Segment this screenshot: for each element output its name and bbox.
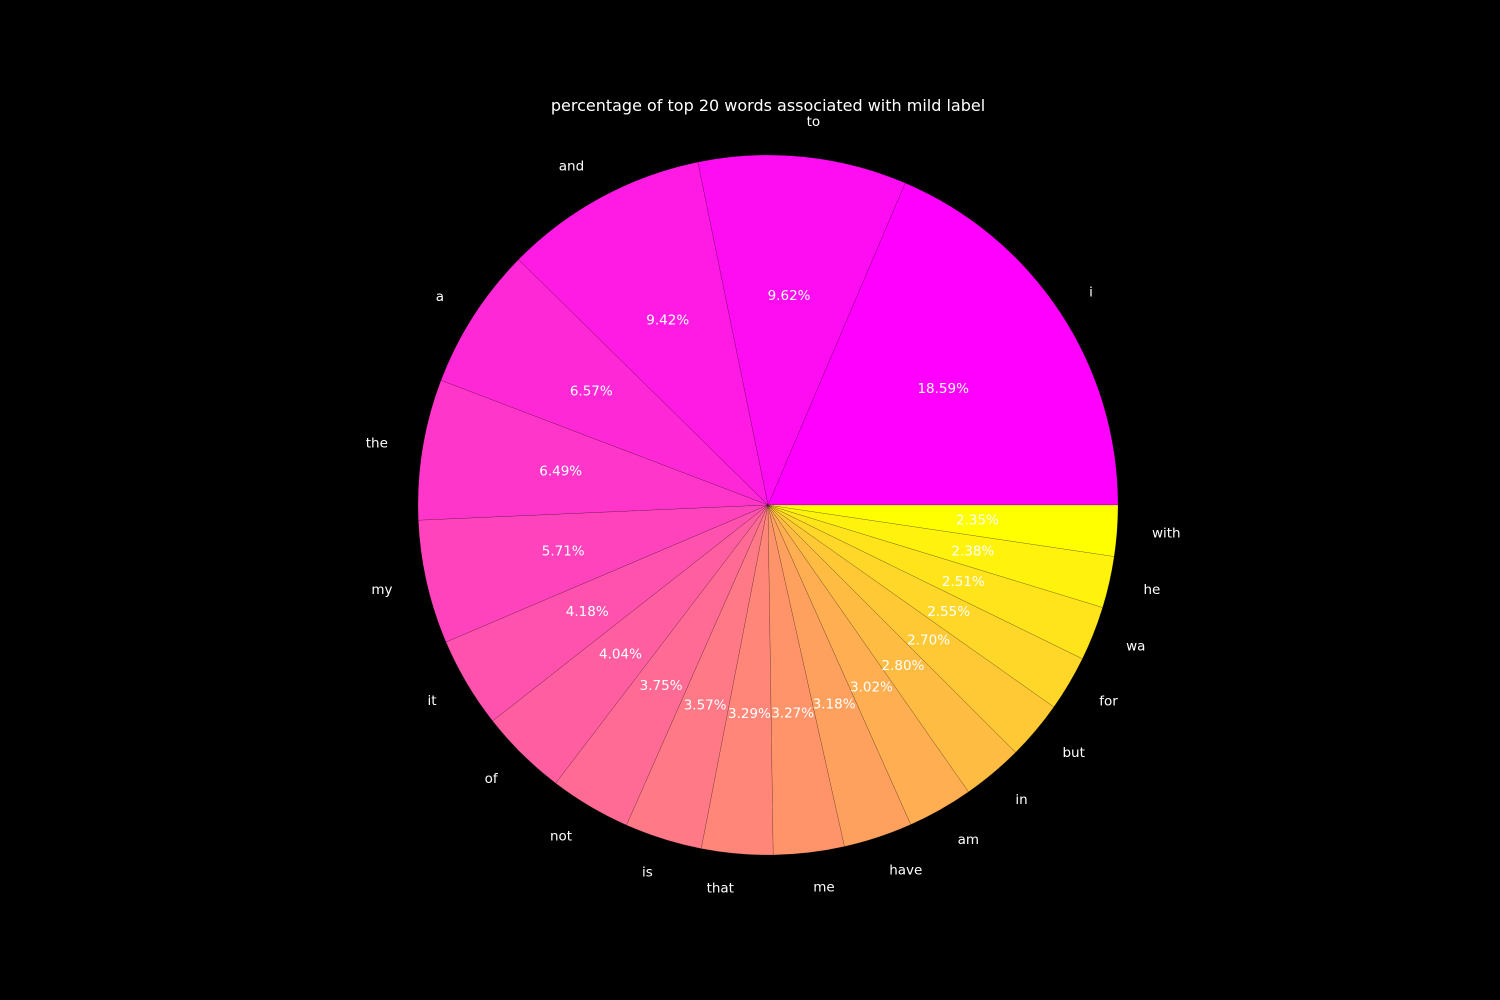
percent-label-am: 3.02% (850, 680, 893, 696)
percent-label-and: 9.42% (646, 312, 689, 328)
percent-label-for: 2.55% (927, 604, 970, 620)
percent-label-he: 2.38% (951, 543, 994, 559)
category-label-not: not (550, 828, 572, 844)
category-label-of: of (485, 771, 499, 787)
percent-label-to: 9.62% (768, 288, 811, 304)
category-label-i: i (1089, 285, 1093, 301)
percent-label-in: 2.80% (882, 658, 925, 674)
category-label-have: have (889, 862, 922, 878)
category-label-my: my (371, 582, 392, 598)
category-label-it: it (428, 693, 437, 709)
category-label-am: am (958, 832, 979, 848)
slice-i (767, 182, 1119, 506)
category-label-in: in (1015, 792, 1027, 808)
category-label-the: the (366, 436, 388, 452)
category-label-but: but (1062, 745, 1084, 761)
slice-and (518, 161, 769, 506)
category-label-with: with (1152, 525, 1181, 541)
chart-title: percentage of top 20 words associated wi… (551, 96, 985, 115)
category-label-he: he (1144, 582, 1161, 598)
percent-label-i: 18.59% (917, 381, 969, 397)
category-labels: i to and a the my it of not is that me have am in but fo… (366, 114, 1181, 897)
slice-to (697, 154, 906, 506)
percent-label-that: 3.29% (728, 706, 771, 722)
category-label-that: that (707, 880, 734, 896)
percent-label-me: 3.27% (771, 706, 814, 722)
slice-the (417, 380, 769, 521)
percent-label-but: 2.70% (907, 632, 950, 648)
slice-with (767, 504, 1119, 557)
percent-labels: 18.59% 9.62% 9.42% 6.57% 6.49% 5.71% 4.18% 4.04… (539, 288, 999, 722)
percent-label-have: 3.18% (813, 696, 856, 712)
percent-label-it: 4.18% (566, 604, 609, 620)
percent-label-a: 6.57% (570, 384, 613, 400)
category-label-is: is (642, 864, 653, 880)
category-label-a: a (436, 289, 444, 305)
slice-my (418, 504, 769, 643)
category-label-wa: wa (1126, 638, 1145, 654)
percent-label-with: 2.35% (956, 512, 999, 528)
category-label-for: for (1099, 693, 1118, 709)
percent-label-the: 6.49% (539, 463, 582, 479)
percent-label-is: 3.57% (684, 697, 727, 713)
slice-a (440, 259, 769, 506)
percent-label-of: 4.04% (599, 646, 642, 662)
percent-label-my: 5.71% (542, 543, 585, 559)
category-label-me: me (813, 879, 834, 895)
percent-label-wa: 2.51% (942, 574, 985, 590)
category-label-to: to (807, 114, 821, 130)
category-label-and: and (559, 159, 584, 175)
pie-slices (417, 154, 1119, 856)
percent-label-not: 3.75% (640, 678, 683, 694)
